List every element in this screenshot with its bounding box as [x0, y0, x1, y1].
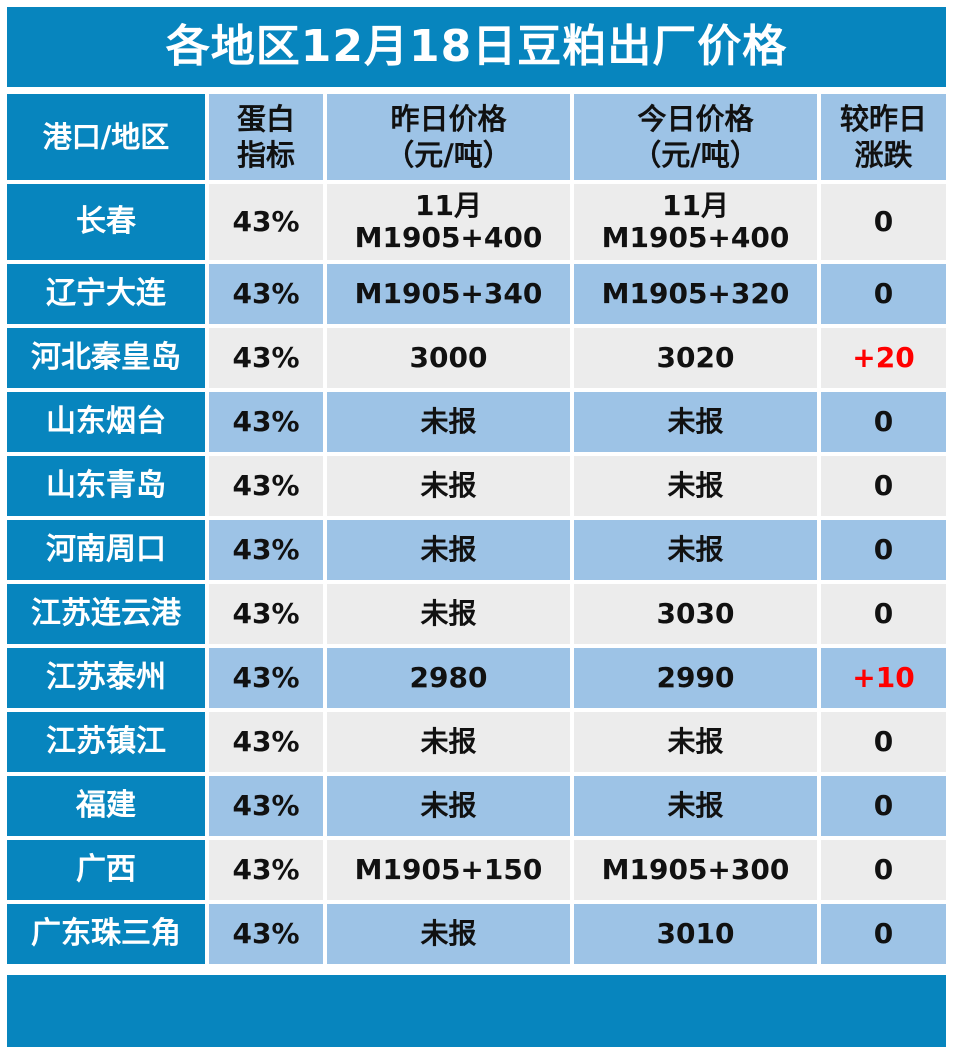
row-today-price: 3010 [574, 904, 817, 964]
row-today-price: M1905+320 [574, 264, 817, 324]
header-change: 较昨日 涨跌 [821, 94, 946, 180]
row-yesterday-price: 未报 [327, 584, 570, 644]
row-change: 0 [821, 392, 946, 452]
row-region: 河北秦皇岛 [7, 328, 205, 388]
row-yesterday-price: 未报 [327, 904, 570, 964]
row-today-line2: M1905+400 [601, 221, 790, 254]
row-change: 0 [821, 584, 946, 644]
row-region: 辽宁大连 [7, 264, 205, 324]
row-yesterday-price: 未报 [327, 520, 570, 580]
row-protein: 43% [209, 328, 323, 388]
row-today-price: 3030 [574, 584, 817, 644]
row-region: 江苏泰州 [7, 648, 205, 708]
page-title: 各地区12月18日豆粕出厂价格 [7, 7, 946, 87]
row-region: 山东烟台 [7, 392, 205, 452]
row-today-price: M1905+300 [574, 840, 817, 900]
row-change: 0 [821, 456, 946, 516]
row-region: 河南周口 [7, 520, 205, 580]
row-yesterday-price: 未报 [327, 392, 570, 452]
row-today-price: 3020 [574, 328, 817, 388]
row-region: 江苏连云港 [7, 584, 205, 644]
row-protein: 43% [209, 392, 323, 452]
row-protein: 43% [209, 456, 323, 516]
row-change: 0 [821, 904, 946, 964]
row-yesterday-price: 11月 M1905+400 [327, 184, 570, 260]
row-change: 0 [821, 776, 946, 836]
row-protein: 43% [209, 712, 323, 772]
row-protein: 43% [209, 648, 323, 708]
price-table-frame: 各地区12月18日豆粕出厂价格 港口/地区 蛋白 指标 昨日价格 （元/吨） 今日价… [7, 7, 946, 1047]
row-yesterday-price: 3000 [327, 328, 570, 388]
header-today-line1: 今日价格 [637, 102, 754, 136]
row-yesterday-price: M1905+150 [327, 840, 570, 900]
row-today-price: 2990 [574, 648, 817, 708]
row-today-price: 未报 [574, 712, 817, 772]
footer-bar [7, 975, 946, 1047]
header-today-line2: （元/吨） [632, 138, 759, 172]
row-today-price: 11月 M1905+400 [574, 184, 817, 260]
row-change: 0 [821, 840, 946, 900]
row-change-rise: +10 [821, 648, 946, 708]
row-region: 广西 [7, 840, 205, 900]
row-protein: 43% [209, 904, 323, 964]
row-change: 0 [821, 712, 946, 772]
header-protein-line1: 蛋白 [236, 102, 295, 136]
row-yesterday-price: 未报 [327, 776, 570, 836]
header-change-line1: 较昨日 [839, 102, 927, 136]
row-yesterday-price: 未报 [327, 456, 570, 516]
price-table: 港口/地区 蛋白 指标 昨日价格 （元/吨） 今日价格 （元/吨） 较昨日 涨跌 长春 … [7, 94, 946, 964]
row-today-price: 未报 [574, 456, 817, 516]
row-region: 广东珠三角 [7, 904, 205, 964]
row-protein: 43% [209, 776, 323, 836]
row-change: 0 [821, 184, 946, 260]
header-change-line2: 涨跌 [854, 138, 913, 172]
row-protein: 43% [209, 264, 323, 324]
row-yesterday-price: 未报 [327, 712, 570, 772]
row-yesterday-line1: 11月 [415, 189, 482, 222]
row-change-rise: +20 [821, 328, 946, 388]
row-protein: 43% [209, 520, 323, 580]
header-protein: 蛋白 指标 [209, 94, 323, 180]
row-region: 江苏镇江 [7, 712, 205, 772]
row-region: 长春 [7, 184, 205, 260]
row-today-price: 未报 [574, 776, 817, 836]
row-yesterday-price: M1905+340 [327, 264, 570, 324]
header-yesterday-line1: 昨日价格 [390, 102, 507, 136]
row-protein: 43% [209, 584, 323, 644]
row-today-price: 未报 [574, 392, 817, 452]
row-yesterday-price: 2980 [327, 648, 570, 708]
row-change: 0 [821, 264, 946, 324]
row-protein: 43% [209, 840, 323, 900]
row-region: 山东青岛 [7, 456, 205, 516]
row-region: 福建 [7, 776, 205, 836]
row-today-line1: 11月 [662, 189, 729, 222]
header-yesterday-price: 昨日价格 （元/吨） [327, 94, 570, 180]
header-region: 港口/地区 [7, 94, 205, 180]
row-yesterday-line2: M1905+400 [354, 221, 543, 254]
header-protein-line2: 指标 [236, 138, 295, 172]
header-today-price: 今日价格 （元/吨） [574, 94, 817, 180]
row-protein: 43% [209, 184, 323, 260]
row-change: 0 [821, 520, 946, 580]
row-today-price: 未报 [574, 520, 817, 580]
header-yesterday-line2: （元/吨） [385, 138, 512, 172]
